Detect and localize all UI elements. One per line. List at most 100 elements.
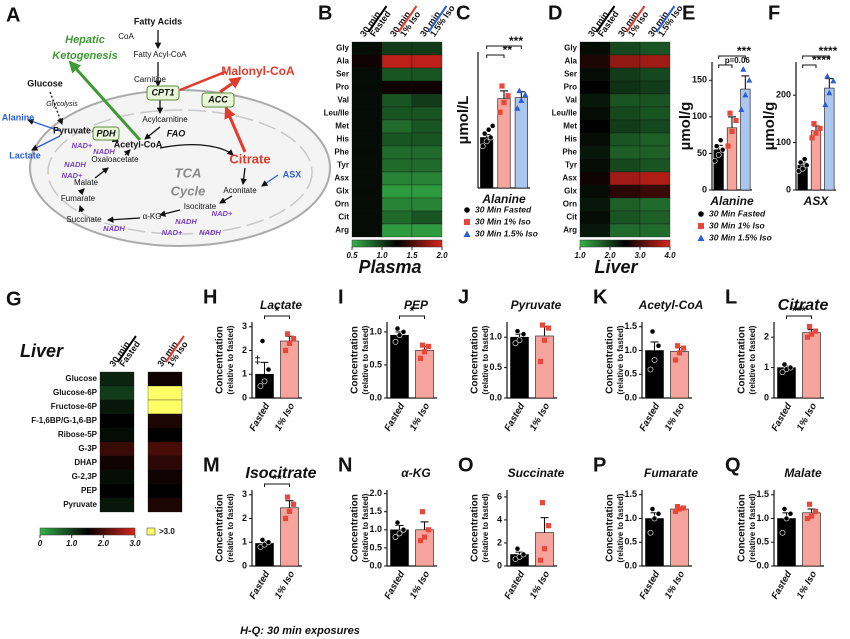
data-point: [392, 338, 399, 345]
row-label: Met: [563, 122, 577, 131]
colorbar-label: 4.0: [663, 251, 676, 260]
column-underline: [397, 5, 418, 33]
x-tick-label: 1% Iso: [663, 401, 688, 433]
y-axis-label: Concentration: [605, 326, 616, 394]
row-label: Pro: [336, 83, 349, 92]
row-label: Cit: [566, 213, 577, 222]
row-label: Leu/Ile: [552, 109, 578, 118]
heatmap-cell: [609, 67, 641, 82]
data-point: [797, 159, 804, 166]
y-tick-label: 0.0: [369, 560, 382, 570]
stat-bracket: [718, 64, 733, 68]
y-tick-label: 0.5: [624, 369, 637, 379]
pathway-label: Succinate: [66, 215, 102, 224]
x-tick-label: Fasted: [502, 569, 527, 601]
panel-title: α-KG: [401, 466, 430, 480]
y-tick-label: 0.0: [624, 392, 637, 402]
bar: [645, 518, 664, 567]
data-point: [282, 515, 289, 522]
panel-title: Malate: [784, 466, 822, 480]
heatmap-cell: [381, 184, 413, 199]
heatmap-cell: [351, 171, 383, 186]
heatmap-cell: [609, 184, 641, 199]
row-label: Met: [335, 122, 349, 131]
y-axis-label: (relative to fasted): [361, 325, 370, 394]
row-label: Ribose-5P: [58, 430, 98, 439]
heatmap-cell: [381, 80, 413, 95]
data-point: [284, 494, 291, 500]
heatmap-cell: [381, 197, 413, 212]
heatmap-cell: [351, 223, 383, 238]
heatmap-cell: [579, 223, 611, 238]
data-point: [804, 515, 811, 522]
heatmap-cell: [351, 80, 383, 95]
heatmap-cell: [411, 41, 443, 56]
panel-letter: I: [338, 286, 344, 308]
x-tick-label: 1% Iso: [795, 569, 820, 601]
y-axis-label: (relative to fasted): [616, 325, 625, 394]
bar: [726, 127, 738, 191]
data-point: [733, 117, 739, 124]
data-point: [522, 91, 529, 98]
column-underline: [625, 5, 646, 33]
stat-bracket: [718, 55, 746, 59]
heatmap-cell: [639, 171, 671, 186]
data-point: [286, 508, 293, 514]
panel-title: Succinate: [508, 466, 565, 480]
y-tick-label: 0: [786, 184, 791, 194]
y-axis-label: Concentration: [215, 326, 226, 394]
heatmap-cell: [639, 184, 671, 199]
heatmap-cell: [99, 455, 135, 471]
heatmap-cell: [411, 184, 443, 199]
heatmap-cell: [609, 158, 641, 173]
x-tick-label: 1% Iso: [408, 569, 433, 601]
data-point: [394, 519, 401, 526]
data-point: [801, 156, 808, 163]
bar: [535, 335, 554, 399]
panel-title: Alanine: [481, 192, 526, 206]
heatmap-cell: [411, 93, 443, 108]
heatmap-cell: [351, 106, 383, 121]
data-point: [261, 378, 268, 385]
heatmap-title: Plasma: [358, 257, 421, 277]
pathway-label: Alanine: [2, 112, 35, 122]
x-tick-label: 1% Iso: [273, 401, 298, 433]
heatmap-cell: [609, 41, 641, 56]
y-tick-label: 2: [764, 332, 769, 342]
data-point: [485, 126, 492, 133]
heatmap-cell: [381, 106, 413, 121]
y-axis-label: Concentration: [470, 494, 481, 562]
heatmap-cell: [639, 158, 671, 173]
heatmap-cell: [639, 54, 671, 69]
data-point: [265, 539, 272, 546]
heatmap-cell: [579, 171, 611, 186]
data-point: [282, 347, 289, 354]
heatmap-cell: [147, 455, 183, 471]
y-tick-label: 4: [497, 514, 502, 524]
heatmap-cell: [351, 132, 383, 147]
heatmap-cell: [381, 67, 413, 82]
data-point: [713, 143, 720, 150]
row-label: F-1,6BP/G-1,6-BP: [31, 416, 97, 425]
stat-label: ***: [509, 34, 523, 48]
y-tick-label: 0: [702, 184, 707, 194]
pathway-label: NADH: [64, 160, 86, 169]
y-axis-label: Concentration: [350, 326, 361, 394]
stat-label: **: [272, 472, 282, 486]
heatmap-cell: [147, 427, 183, 443]
y-tick-label: 1.0: [369, 524, 382, 534]
x-tick-label: 1% Iso: [795, 401, 820, 433]
x-tick-label: Fasted: [769, 401, 794, 433]
enzyme-box: [92, 126, 120, 141]
colorbar-label: 3.0: [129, 539, 141, 548]
data-point: [655, 510, 662, 517]
heatmap-cell: [411, 171, 443, 186]
heatmap-cell: [411, 197, 443, 212]
data-point: [680, 345, 687, 351]
data-point: [286, 340, 293, 346]
pathway-label: NADH: [103, 224, 125, 233]
y-axis-label: µmol/L: [455, 96, 472, 145]
legend-marker: [464, 207, 470, 213]
heatmap-cell: [381, 223, 413, 238]
y-tick-label: 1.0: [624, 513, 637, 523]
